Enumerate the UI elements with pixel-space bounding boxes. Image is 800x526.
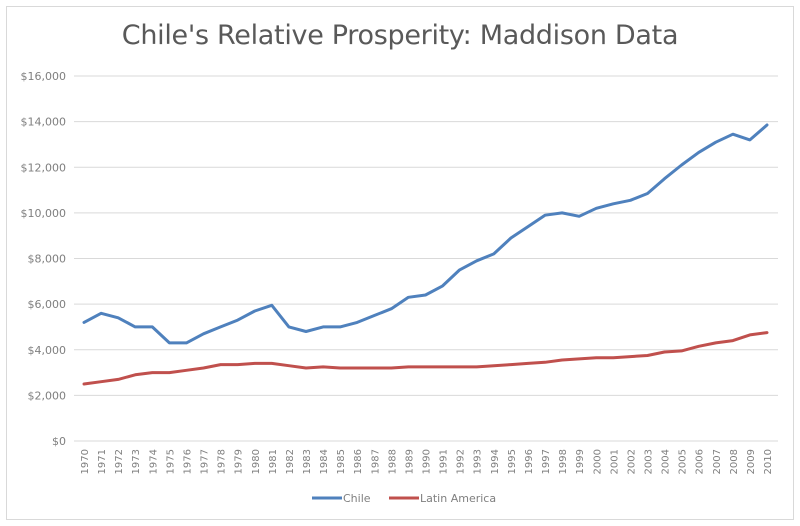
- y-tick-label: $16,000: [21, 70, 67, 83]
- x-tick-label: 1977: [200, 449, 211, 474]
- x-tick-label: 1996: [524, 449, 535, 474]
- y-axis-ticks: $0 $2,000 $4,000 $6,000 $8,000 $10,000 $12,000…: [21, 70, 67, 448]
- x-tick-label: 1974: [148, 449, 159, 474]
- chart-title: Chile's Relative Prosperity: Maddison Da…: [121, 20, 679, 51]
- x-tick-label: 1992: [456, 449, 467, 474]
- gridlines: [74, 75, 778, 442]
- x-tick-label: 2002: [626, 449, 637, 474]
- x-tick-label: 2009: [746, 449, 757, 474]
- x-tick-label: 1982: [285, 449, 296, 474]
- x-tick-label: 1999: [575, 449, 586, 474]
- x-tick-label: 2006: [695, 449, 706, 474]
- x-tick-label: 1981: [268, 449, 279, 474]
- x-tick-label: 1970: [80, 449, 91, 474]
- x-tick-label: 1997: [541, 449, 552, 474]
- x-tick-label: 1985: [336, 449, 347, 474]
- x-tick-label: 2010: [763, 449, 774, 474]
- x-tick-label: 1986: [353, 449, 364, 474]
- series-lines: [82, 123, 769, 386]
- x-tick-label: 2000: [592, 449, 603, 474]
- y-tick-label: $0: [52, 435, 66, 448]
- x-tick-label: 1984: [319, 449, 330, 474]
- x-tick-label: 1990: [422, 449, 433, 474]
- x-tick-label: 1979: [234, 449, 245, 474]
- x-tick-label: 2004: [661, 449, 672, 474]
- y-tick-label: $10,000: [21, 207, 67, 220]
- x-tick-label: 1993: [473, 449, 484, 474]
- x-tick-label: 1998: [558, 449, 569, 474]
- x-tick-label: 2007: [712, 449, 723, 474]
- x-tick-label: 1973: [131, 449, 142, 474]
- legend-label: Latin America: [420, 492, 496, 505]
- x-tick-label: 1971: [97, 449, 108, 474]
- x-tick-label: 2008: [729, 449, 740, 474]
- series-line-latin-america: [82, 331, 769, 386]
- x-tick-label: 1978: [217, 449, 228, 474]
- y-tick-label: $6,000: [28, 298, 67, 311]
- x-tick-label: 1975: [165, 449, 176, 474]
- x-tick-label: 1972: [114, 449, 125, 474]
- x-tick-label: 1995: [507, 449, 518, 474]
- x-tick-label: 1980: [251, 449, 262, 474]
- x-axis-ticks: 1970 1971 1972 1973 1974 1975 1976 1977 1978 1979…: [80, 449, 774, 474]
- x-tick-label: 2005: [678, 449, 689, 474]
- x-tick-label: 1987: [370, 449, 381, 474]
- y-tick-label: $12,000: [21, 161, 67, 174]
- x-tick-label: 1976: [182, 449, 193, 474]
- x-tick-label: 2001: [609, 449, 620, 474]
- y-tick-label: $14,000: [21, 116, 67, 129]
- x-tick-label: 2003: [643, 449, 654, 474]
- x-tick-label: 1991: [439, 449, 450, 474]
- x-tick-label: 1983: [302, 449, 313, 474]
- x-tick-label: 1994: [490, 449, 501, 474]
- legend: Chile Latin America: [312, 492, 496, 505]
- chart-frame: [6, 6, 794, 520]
- y-tick-label: $4,000: [28, 344, 67, 357]
- y-tick-label: $8,000: [28, 253, 67, 266]
- x-tick-label: 1988: [387, 449, 398, 474]
- x-tick-label: 1989: [404, 449, 415, 474]
- series-line-chile: [82, 123, 769, 345]
- legend-label: Chile: [343, 492, 371, 505]
- y-tick-label: $2,000: [28, 389, 67, 402]
